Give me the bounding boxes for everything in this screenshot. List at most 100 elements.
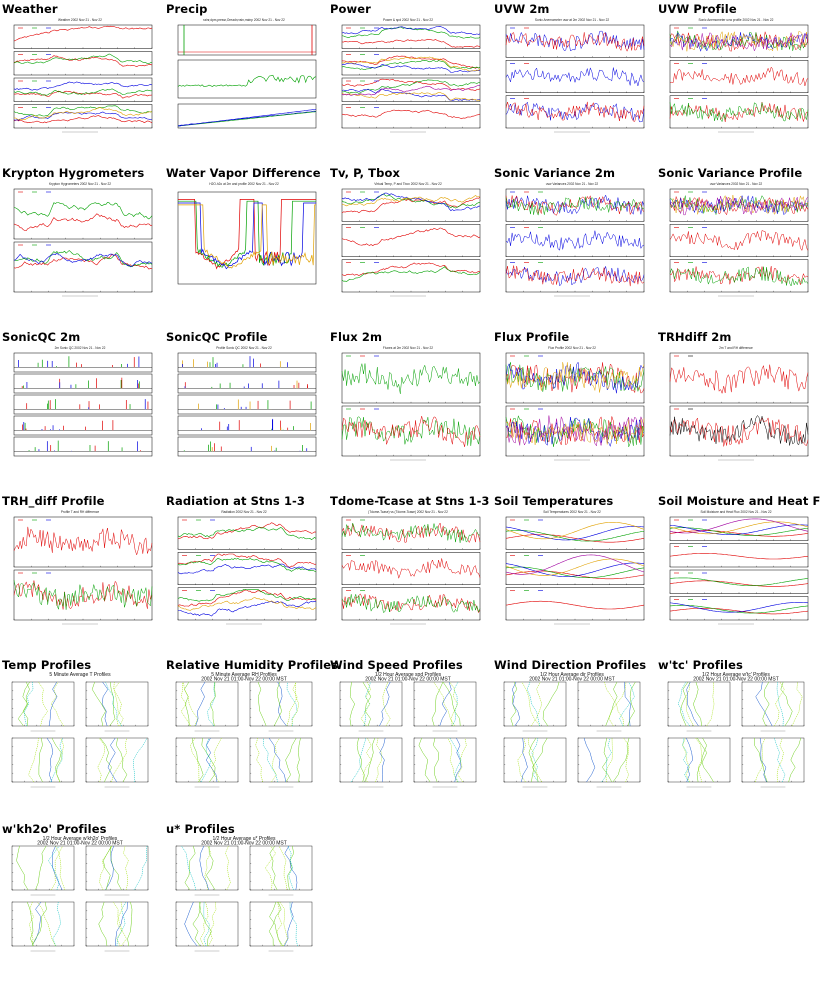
thumbnail-label[interactable]: Relative Humidity Profiles (166, 658, 339, 672)
plot-thumbnail[interactable]: Radiation 2002 Nov 21 - Nov 22 (166, 508, 322, 630)
thumbnail-image-link[interactable]: (Tdome-Tcase) vs (Tdome-Tcase) 2002 Nov … (330, 508, 486, 630)
thumbnail-image-link[interactable]: Radiation 2002 Nov 21 - Nov 22 (166, 508, 322, 630)
thumbnail-image-link[interactable]: Soil Temperatures 2002 Nov 21 - Nov 22 (494, 508, 650, 630)
thumbnail-image-link[interactable]: Power & spd 2002 Nov 21 - Nov 22 (330, 16, 486, 138)
thumbnail-sonicqc-profile[interactable]: SonicQC Profile Profile Sonic QC 2002 Nov… (164, 328, 328, 492)
thumbnail-image-link[interactable]: Profile Sonic QC 2002 Nov 21 - Nov 22 (166, 344, 322, 466)
thumbnail-label[interactable]: Weather (2, 2, 58, 16)
thumbnail-label[interactable]: u* Profiles (166, 822, 235, 836)
thumbnail-label[interactable]: Water Vapor Difference (166, 166, 321, 180)
thumbnail-uvw-2m[interactable]: UVW 2m Sonic Anemometer uvw at 2m 2002 No… (492, 0, 656, 164)
thumbnail-image-link[interactable]: 5 Minute Average T Profiles (2, 672, 158, 794)
thumbnail-image-link[interactable]: 2m Sonic QC 2002 Nov 21 - Nov 22 (2, 344, 158, 466)
thumbnail-label[interactable]: TRHdiff 2m (658, 330, 732, 344)
plot-thumbnail[interactable]: Power & spd 2002 Nov 21 - Nov 22 (330, 16, 486, 138)
thumbnail-image-link[interactable]: H2O-h2o at 2m and profile 2002 Nov 21 - … (166, 180, 322, 302)
thumbnail-sonic-variance-profile[interactable]: Sonic Variance Profile uvw Variances 2002… (656, 164, 820, 328)
thumbnail-soil-moisture-and-heat-flux[interactable]: Soil Moisture and Heat Flux Soil Moisture… (656, 492, 820, 656)
thumbnail-label[interactable]: Radiation at Stns 1-3 (166, 494, 306, 508)
thumbnail-image-link[interactable]: Flux Profile 2002 Nov 21 - Nov 22 (494, 344, 650, 466)
thumbnail-image-link[interactable]: Profile T and RH difference (2, 508, 158, 630)
plot-thumbnail[interactable]: rainr,dpm,pressr,Oreadr,rrain,rrainp 200… (166, 16, 322, 138)
thumbnail-sonic-variance-2m[interactable]: Sonic Variance 2m uvw Variances 2002 Nov … (492, 164, 656, 328)
thumbnail-image-link[interactable]: Sonic Anemometer uvw at 2m 2002 Nov 21 -… (494, 16, 650, 138)
thumbnail-trhdiff-2m[interactable]: TRHdiff 2m 2m T and RH difference (656, 328, 820, 492)
thumbnail-label[interactable]: UVW 2m (494, 2, 550, 16)
thumbnail-precip[interactable]: Precip rainr,dpm,pressr,Oreadr,rrain,rrai… (164, 0, 328, 164)
plot-thumbnail[interactable]: Virtual Temp, P and Tbox 2002 Nov 21 - N… (330, 180, 486, 302)
plot-thumbnail[interactable]: Sonic Anemometer uvw profile 2002 Nov 21… (658, 16, 814, 138)
plot-thumbnail[interactable]: Profile T and RH difference (2, 508, 158, 630)
thumbnail-flux-profile[interactable]: Flux Profile Flux Profile 2002 Nov 21 - N… (492, 328, 656, 492)
thumbnail-water-vapor-difference[interactable]: Water Vapor Difference H2O-h2o at 2m and … (164, 164, 328, 328)
thumbnail-tv-p-tbox[interactable]: Tv, P, Tbox Virtual Temp, P and Tbox 2002… (328, 164, 492, 328)
thumbnail-wind-direction-profiles[interactable]: Wind Direction Profiles 1/2 Hour Average … (492, 656, 656, 820)
thumbnail-flux-2m[interactable]: Flux 2m Fluxes at 2m 2002 Nov 21 - Nov 22 (328, 328, 492, 492)
thumbnail-soil-temperatures[interactable]: Soil Temperatures Soil Temperatures 2002 … (492, 492, 656, 656)
thumbnail-uvw-profile[interactable]: UVW Profile Sonic Anemometer uvw profile … (656, 0, 820, 164)
thumbnail-image-link[interactable]: 5 Minute Average RH Profiles 2002 Nov 21 … (166, 672, 322, 794)
plot-thumbnail[interactable]: Profile Sonic QC 2002 Nov 21 - Nov 22 (166, 344, 322, 466)
thumbnail-sonicqc-2m[interactable]: SonicQC 2m 2m Sonic QC 2002 Nov 21 - Nov … (0, 328, 164, 492)
plot-thumbnail[interactable]: uvw Variances 2002 Nov 21 - Nov 22 (494, 180, 650, 302)
thumbnail-label[interactable]: Tdome-Tcase at Stns 1-3 (330, 494, 490, 508)
thumbnail-label[interactable]: SonicQC Profile (166, 330, 268, 344)
plot-thumbnail[interactable]: Weather 2002 Nov 21 - Nov 22 (2, 16, 158, 138)
plot-thumbnail[interactable]: Sonic Anemometer uvw at 2m 2002 Nov 21 -… (494, 16, 650, 138)
plot-thumbnail[interactable]: H2O-h2o at 2m and profile 2002 Nov 21 - … (166, 180, 322, 302)
thumbnail-image-link[interactable]: 1/2 Hour Average u* Profiles 2002 Nov 21 … (166, 836, 322, 958)
plot-thumbnail[interactable]: Soil Temperatures 2002 Nov 21 - Nov 22 (494, 508, 650, 630)
thumbnail-label[interactable]: Flux Profile (494, 330, 570, 344)
thumbnail-wind-speed-profiles[interactable]: Wind Speed Profiles 1/2 Hour Average spd … (328, 656, 492, 820)
thumbnail-image-link[interactable]: Krypton Hygrometers 2002 Nov 21 - Nov 22 (2, 180, 158, 302)
plot-thumbnail[interactable]: uvw Variances 2002 Nov 21 - Nov 22 (658, 180, 814, 302)
thumbnail-krypton-hygrometers[interactable]: Krypton Hygrometers Krypton Hygrometers 2… (0, 164, 164, 328)
thumbnail-u-profiles[interactable]: u* Profiles 1/2 Hour Average u* Profiles 2… (164, 820, 328, 984)
thumbnail-label[interactable]: Soil Temperatures (494, 494, 614, 508)
thumbnail-label[interactable]: w'tc' Profiles (658, 658, 743, 672)
thumbnail-image-link[interactable]: Sonic Anemometer uvw profile 2002 Nov 21… (658, 16, 814, 138)
thumbnail-image-link[interactable]: 1/2 Hour Average w'kh2o' Profiles 2002 No… (2, 836, 158, 958)
thumbnail-label[interactable]: Temp Profiles (2, 658, 92, 672)
thumbnail-power[interactable]: Power Power & spd 2002 Nov 21 - Nov 22 (328, 0, 492, 164)
thumbnail-temp-profiles[interactable]: Temp Profiles 5 Minute Average T Profiles (0, 656, 164, 820)
thumbnail-image-link[interactable]: uvw Variances 2002 Nov 21 - Nov 22 (658, 180, 814, 302)
thumbnail-image-link[interactable]: Weather 2002 Nov 21 - Nov 22 (2, 16, 158, 138)
thumbnail-weather[interactable]: Weather Weather 2002 Nov 21 - Nov 22 (0, 0, 164, 164)
plot-thumbnail[interactable]: Soil Moisture and Heat Flux 2002 Nov 21 … (658, 508, 814, 630)
plot-thumbnail[interactable]: Flux Profile 2002 Nov 21 - Nov 22 (494, 344, 650, 466)
plot-thumbnail[interactable]: 2m T and RH difference (658, 344, 814, 466)
thumbnail-trh-diff-profile[interactable]: TRH_diff Profile Profile T and RH differe… (0, 492, 164, 656)
thumbnail-label[interactable]: Wind Direction Profiles (494, 658, 647, 672)
thumbnail-label[interactable]: Wind Speed Profiles (330, 658, 463, 672)
thumbnail-image-link[interactable]: Virtual Temp, P and Tbox 2002 Nov 21 - N… (330, 180, 486, 302)
thumbnail-radiation-at-stns-1-3[interactable]: Radiation at Stns 1-3 Radiation 2002 Nov … (164, 492, 328, 656)
thumbnail-image-link[interactable]: 2m T and RH difference (658, 344, 814, 466)
plot-thumbnail[interactable]: Fluxes at 2m 2002 Nov 21 - Nov 22 (330, 344, 486, 466)
thumbnail-image-link[interactable]: Fluxes at 2m 2002 Nov 21 - Nov 22 (330, 344, 486, 466)
thumbnail-label[interactable]: Precip (166, 2, 208, 16)
thumbnail-label[interactable]: TRH_diff Profile (2, 494, 105, 508)
thumbnail-w-tc-profiles[interactable]: w'tc' Profiles 1/2 Hour Average w'tc' Pro… (656, 656, 820, 820)
thumbnail-label[interactable]: Sonic Variance Profile (658, 166, 803, 180)
thumbnail-label[interactable]: Soil Moisture and Heat Flux (658, 494, 820, 508)
thumbnail-image-link[interactable]: rainr,dpm,pressr,Oreadr,rrain,rrainp 200… (166, 16, 322, 138)
plot-thumbnail[interactable]: 5 Minute Average T Profiles (2, 672, 158, 794)
plot-thumbnail[interactable]: 2m Sonic QC 2002 Nov 21 - Nov 22 (2, 344, 158, 466)
thumbnail-label[interactable]: w'kh2o' Profiles (2, 822, 107, 836)
plot-thumbnail[interactable]: Krypton Hygrometers 2002 Nov 21 - Nov 22 (2, 180, 158, 302)
thumbnail-label[interactable]: Flux 2m (330, 330, 383, 344)
plot-thumbnail[interactable]: (Tdome-Tcase) vs (Tdome-Tcase) 2002 Nov … (330, 508, 486, 630)
thumbnail-image-link[interactable]: uvw Variances 2002 Nov 21 - Nov 22 (494, 180, 650, 302)
thumbnail-tdome-tcase-at-stns-1-3[interactable]: Tdome-Tcase at Stns 1-3 (Tdome-Tcase) vs … (328, 492, 492, 656)
thumbnail-label[interactable]: UVW Profile (658, 2, 737, 16)
thumbnail-image-link[interactable]: 1/2 Hour Average spd Profiles 2002 Nov 21… (330, 672, 486, 794)
thumbnail-image-link[interactable]: 1/2 Hour Average dir Profiles 2002 Nov 21… (494, 672, 650, 794)
thumbnail-label[interactable]: Power (330, 2, 371, 16)
